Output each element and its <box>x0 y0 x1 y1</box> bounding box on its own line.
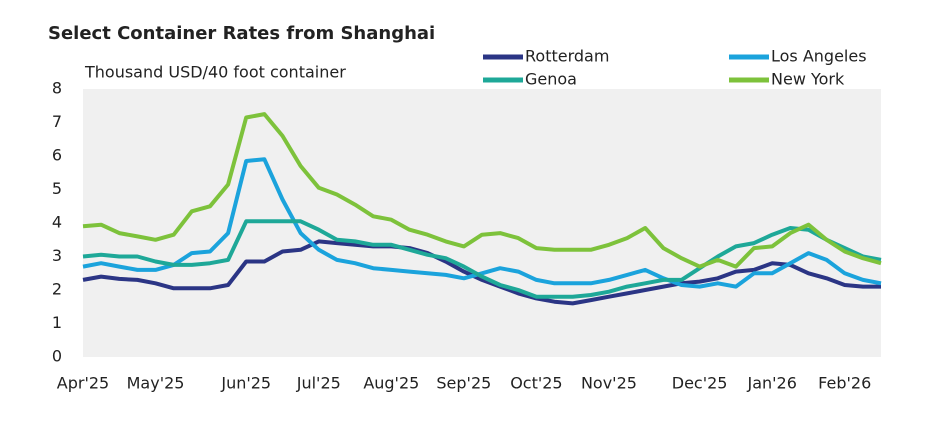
series-line <box>82 157 882 289</box>
y-tick-label: 3 <box>52 246 62 265</box>
x-tick-label: Sep'25 <box>436 374 491 393</box>
y-tick-label: 5 <box>52 179 62 198</box>
series-line <box>82 239 881 306</box>
x-tick-label: Dec'25 <box>672 374 728 393</box>
series-line <box>82 219 882 299</box>
y-tick-label: 4 <box>52 213 62 232</box>
x-tick-label: Oct'25 <box>510 374 562 393</box>
y-axis-label: Thousand USD/40 foot container <box>84 63 346 82</box>
x-tick-label: Apr'25 <box>57 374 109 393</box>
y-tick-label: 8 <box>52 79 62 98</box>
y-tick-label: 2 <box>52 280 62 299</box>
x-tick-label: Feb'26 <box>818 374 871 393</box>
x-tick-label: Jan'26 <box>746 374 796 393</box>
x-tick-label: May'25 <box>127 374 185 393</box>
legend-label: Rotterdam <box>525 47 609 66</box>
y-tick-label: 6 <box>52 146 62 165</box>
legend-label: Los Angeles <box>771 47 867 66</box>
series-line <box>82 112 882 269</box>
x-tick-label: Jul'25 <box>296 374 341 393</box>
x-tick-label: Aug'25 <box>363 374 419 393</box>
chart-title: Select Container Rates from Shanghai <box>48 23 435 44</box>
y-tick-label: 1 <box>52 313 62 332</box>
y-tick-label: 0 <box>52 347 62 366</box>
legend-label: New York <box>771 70 845 89</box>
plot-area <box>83 89 881 357</box>
x-tick-label: Nov'25 <box>581 374 637 393</box>
legend-label: Genoa <box>525 70 577 89</box>
y-tick-label: 7 <box>52 112 62 131</box>
x-tick-label: Jun'25 <box>220 374 271 393</box>
